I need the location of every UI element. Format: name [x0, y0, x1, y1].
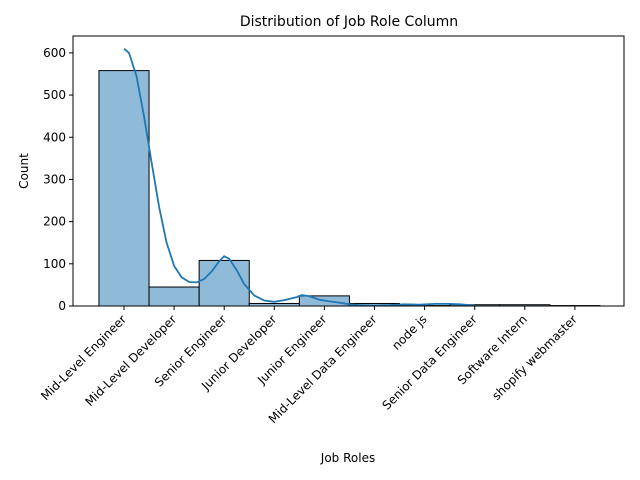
- chart-title: Distribution of Job Role Column: [240, 14, 458, 30]
- y-tick-label: 400: [43, 130, 66, 144]
- y-tick-label: 200: [43, 215, 66, 229]
- x-tick-label: Mid-Level Engineer: [38, 312, 129, 403]
- x-tick-label: node js: [389, 312, 430, 353]
- bar-1: [148, 286, 200, 307]
- x-tick-label: Mid-Level Data Engineer: [266, 312, 380, 426]
- bars: [98, 70, 601, 307]
- y-tick-label: 600: [43, 46, 66, 60]
- kde-line: [123, 48, 475, 307]
- y-axis: 0 100 200 300 400 500 600: [43, 46, 73, 313]
- x-tick-label: shopify webmaster: [489, 312, 580, 403]
- bar-0: [98, 70, 150, 307]
- plot-frame: [72, 35, 625, 307]
- y-tick-label: 0: [58, 299, 66, 313]
- y-tick-label: 500: [43, 88, 66, 102]
- x-tick-label: Senior Data Engineer: [379, 312, 479, 412]
- y-tick-label: 300: [43, 172, 66, 186]
- y-axis-label: Count: [17, 153, 31, 189]
- y-tick-label: 100: [43, 257, 66, 271]
- x-tick-label: Mid-Level Developer: [82, 312, 179, 409]
- x-axis-label: Job Roles: [320, 451, 375, 465]
- bar-2: [198, 259, 250, 307]
